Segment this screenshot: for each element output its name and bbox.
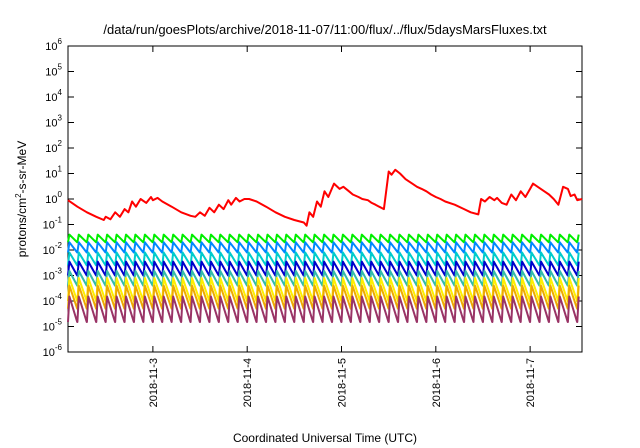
y-tick-exponent: 2 bbox=[58, 139, 63, 148]
x-tick-label: 2018-11-7 bbox=[525, 358, 537, 407]
y-axis-ticks: 10610510410310210110010-110-210-310-410-… bbox=[43, 37, 582, 359]
y-tick-base: 10 bbox=[45, 118, 57, 130]
y-tick-label: 10-2 bbox=[43, 241, 63, 257]
x-tick-label: 2018-11-5 bbox=[337, 358, 349, 407]
y-tick-exponent: 3 bbox=[58, 114, 63, 123]
x-tick-label: 2018-11-6 bbox=[431, 358, 443, 407]
y-tick-label: 104 bbox=[45, 88, 62, 104]
y-tick-label: 10-4 bbox=[43, 292, 63, 308]
series-line-3 bbox=[67, 241, 580, 254]
y-tick-label: 10-3 bbox=[43, 267, 63, 283]
y-tick-base: 10 bbox=[43, 245, 55, 257]
y-tick-exponent: 1 bbox=[58, 165, 63, 174]
y-axis-label-prefix: protons/cm bbox=[15, 198, 29, 257]
y-tick-label: 103 bbox=[45, 114, 62, 130]
y-tick-exponent: -5 bbox=[55, 318, 63, 327]
y-tick-exponent: 5 bbox=[58, 63, 63, 72]
y-axis-label-sup: 2 bbox=[14, 193, 23, 198]
y-tick-base: 10 bbox=[45, 92, 57, 104]
y-tick-exponent: -1 bbox=[55, 216, 63, 225]
y-tick-base: 10 bbox=[45, 194, 57, 206]
y-tick-exponent: 0 bbox=[58, 190, 63, 199]
x-tick-label: 2018-11-4 bbox=[242, 358, 254, 407]
y-tick-base: 10 bbox=[45, 41, 57, 53]
y-tick-exponent: -3 bbox=[55, 267, 63, 276]
y-tick-exponent: 6 bbox=[58, 37, 63, 46]
y-tick-base: 10 bbox=[43, 347, 55, 359]
y-tick-label: 105 bbox=[45, 63, 62, 79]
series-line-2 bbox=[67, 233, 580, 244]
y-tick-base: 10 bbox=[45, 67, 57, 79]
y-tick-label: 101 bbox=[45, 165, 62, 181]
y-tick-base: 10 bbox=[43, 322, 55, 334]
y-tick-label: 102 bbox=[45, 139, 62, 155]
y-tick-label: 10-1 bbox=[43, 216, 63, 232]
y-tick-base: 10 bbox=[45, 169, 57, 181]
y-tick-exponent: -2 bbox=[55, 241, 63, 250]
y-tick-exponent: -6 bbox=[55, 343, 63, 352]
y-tick-label: 10-6 bbox=[43, 343, 63, 359]
series-line-1 bbox=[67, 168, 583, 227]
y-tick-label: 100 bbox=[45, 190, 62, 206]
x-tick-label: 2018-11-3 bbox=[148, 358, 160, 407]
y-tick-base: 10 bbox=[43, 296, 55, 308]
x-axis-label: Coordinated Universal Time (UTC) bbox=[233, 431, 417, 445]
y-axis-label: protons/cm2-s-sr-MeV bbox=[14, 141, 29, 257]
series-lines bbox=[67, 168, 583, 323]
y-tick-base: 10 bbox=[45, 143, 57, 155]
y-tick-exponent: -4 bbox=[55, 292, 63, 301]
y-axis-label-suffix: -s-sr-MeV bbox=[15, 141, 29, 194]
chart-title: /data/run/goesPlots/archive/2018-11-07/1… bbox=[103, 22, 547, 37]
x-axis-ticks: 2018-11-3 2018-11-4 2018-11-5 2018-11-6 2018… bbox=[148, 46, 537, 407]
series-line-9 bbox=[67, 295, 580, 323]
y-tick-base: 10 bbox=[43, 271, 55, 283]
y-tick-label: 106 bbox=[45, 37, 62, 53]
y-tick-base: 10 bbox=[43, 220, 55, 232]
y-tick-label: 10-5 bbox=[43, 318, 63, 334]
y-tick-exponent: 4 bbox=[58, 88, 63, 97]
